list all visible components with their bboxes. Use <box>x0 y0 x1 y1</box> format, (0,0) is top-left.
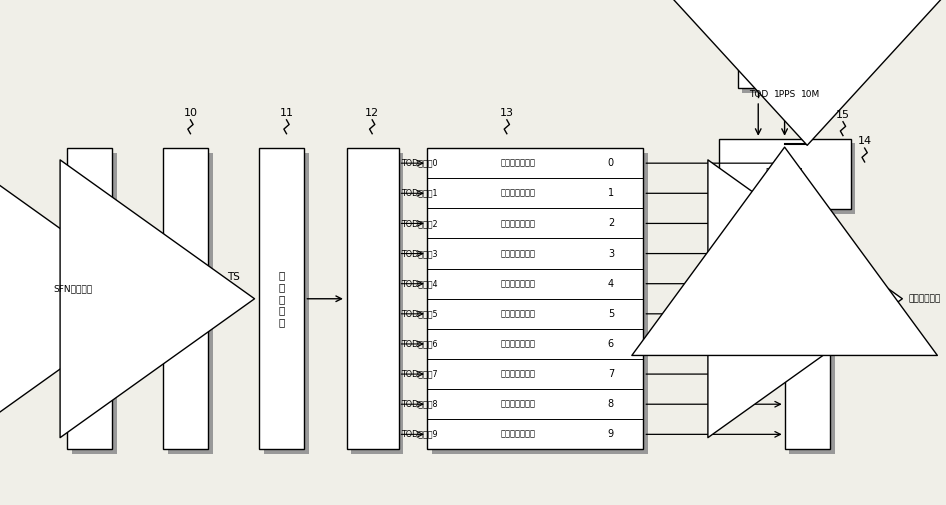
FancyBboxPatch shape <box>743 47 836 92</box>
Text: 净
荷
过
滤
器: 净 荷 过 滤 器 <box>279 271 285 327</box>
FancyBboxPatch shape <box>789 153 834 454</box>
FancyBboxPatch shape <box>724 143 855 214</box>
Text: 复用
码流
载荷
分包
器: 复用 码流 载荷 分包 器 <box>180 271 192 327</box>
Text: 10M: 10M <box>801 90 820 99</box>
Text: 8: 8 <box>608 399 614 409</box>
Text: TOD秒个位3: TOD秒个位3 <box>401 249 438 258</box>
FancyBboxPatch shape <box>431 153 648 454</box>
FancyBboxPatch shape <box>264 153 309 454</box>
Text: 调制
器: 调制 器 <box>800 288 814 310</box>
Text: 0: 0 <box>608 158 614 168</box>
Text: TOD秒个位1: TOD秒个位1 <box>401 189 438 198</box>
Text: 复用帧数据缓存: 复用帧数据缓存 <box>500 370 535 379</box>
Text: 复用帧数据缓存: 复用帧数据缓存 <box>500 219 535 228</box>
Text: TOD秒个位8: TOD秒个位8 <box>401 400 438 409</box>
Text: 1: 1 <box>608 188 614 198</box>
FancyBboxPatch shape <box>67 148 113 449</box>
FancyBboxPatch shape <box>167 153 213 454</box>
Text: TOD秒个位2: TOD秒个位2 <box>401 219 438 228</box>
Text: 15: 15 <box>836 110 850 120</box>
Text: 12: 12 <box>365 108 379 118</box>
Text: 复用帧数据缓存: 复用帧数据缓存 <box>500 400 535 409</box>
FancyBboxPatch shape <box>719 139 850 209</box>
Text: 13: 13 <box>499 108 514 118</box>
Text: 复用帧数据缓存: 复用帧数据缓存 <box>500 310 535 318</box>
Text: 基带调制输出: 基带调制输出 <box>909 294 941 304</box>
Text: 9: 9 <box>608 429 614 439</box>
Text: SFN复用码流: SFN复用码流 <box>53 284 92 293</box>
Text: 复用帧数据缓存: 复用帧数据缓存 <box>500 339 535 348</box>
Text: TOD秒个位9: TOD秒个位9 <box>401 430 438 439</box>
Text: 同步控制器: 同步控制器 <box>766 168 803 180</box>
Text: TOD秒个位7: TOD秒个位7 <box>401 370 438 379</box>
FancyBboxPatch shape <box>347 148 398 449</box>
Text: 复用帧数据缓存: 复用帧数据缓存 <box>500 159 535 168</box>
Text: TOD秒个位0: TOD秒个位0 <box>401 159 438 168</box>
Text: 3: 3 <box>608 248 614 259</box>
Text: TOD秒个位5: TOD秒个位5 <box>401 310 438 318</box>
Text: 复用
码流
接口: 复用 码流 接口 <box>83 282 96 315</box>
Text: 6: 6 <box>608 339 614 349</box>
FancyBboxPatch shape <box>352 153 403 454</box>
FancyBboxPatch shape <box>738 42 832 88</box>
Text: TS: TS <box>227 272 240 282</box>
Text: GPS: GPS <box>771 58 798 72</box>
Text: 复用帧数据缓存: 复用帧数据缓存 <box>500 430 535 439</box>
FancyBboxPatch shape <box>72 153 117 454</box>
Text: TOD: TOD <box>748 90 768 99</box>
FancyBboxPatch shape <box>259 148 305 449</box>
Text: 复用帧数据缓存: 复用帧数据缓存 <box>500 279 535 288</box>
Text: 7: 7 <box>607 369 614 379</box>
Text: 10: 10 <box>184 108 198 118</box>
FancyBboxPatch shape <box>427 148 643 449</box>
Text: 复用帧数据缓存: 复用帧数据缓存 <box>500 189 535 198</box>
Text: TOD秒个位4: TOD秒个位4 <box>401 279 438 288</box>
FancyBboxPatch shape <box>784 148 830 449</box>
Text: 2: 2 <box>607 219 614 228</box>
Text: 14: 14 <box>858 136 871 146</box>
Text: 5: 5 <box>607 309 614 319</box>
FancyBboxPatch shape <box>163 148 208 449</box>
Text: TOD秒个位6: TOD秒个位6 <box>401 339 438 348</box>
Text: 4: 4 <box>608 279 614 289</box>
Text: 1PPS: 1PPS <box>774 90 796 99</box>
Text: 复用帧数据缓存: 复用帧数据缓存 <box>500 249 535 258</box>
Text: 11: 11 <box>279 108 293 118</box>
